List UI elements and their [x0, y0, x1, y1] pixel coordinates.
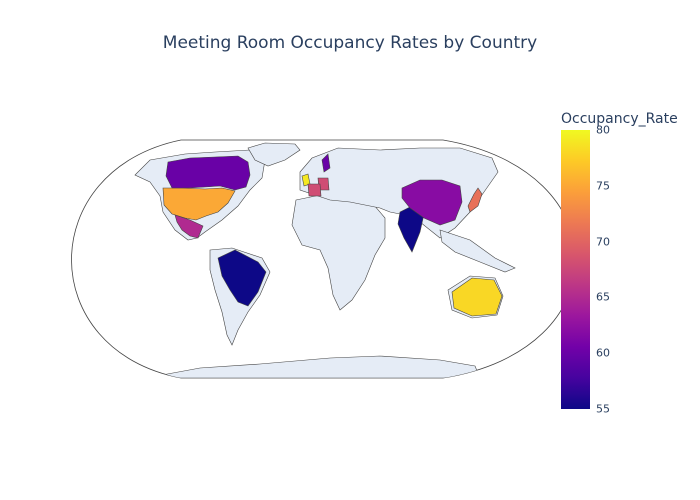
colorbar-tick: 80	[596, 123, 610, 137]
colorbar-title: Occupancy_Rate	[561, 111, 678, 127]
colorbar-tick: 75	[596, 179, 610, 193]
country-sweden[interactable]	[321, 153, 331, 173]
country-canada[interactable]	[165, 155, 251, 191]
colorbar-tick: 55	[596, 402, 610, 416]
country-china[interactable]	[401, 179, 463, 226]
colorbar-tick: 70	[596, 235, 610, 249]
land-antarctica	[161, 355, 481, 378]
land-southeast-asia	[439, 229, 516, 273]
colorbar	[561, 130, 590, 409]
country-mexico[interactable]	[174, 214, 204, 239]
land-greenland	[247, 142, 301, 167]
country-brazil[interactable]	[217, 249, 267, 307]
country-japan[interactable]	[467, 187, 483, 213]
colorbar-tick: 60	[596, 346, 610, 360]
colorbar-tick: 65	[596, 290, 610, 304]
country-australia[interactable]	[451, 277, 503, 317]
country-france[interactable]	[307, 183, 322, 197]
chart-title: Meeting Room Occupancy Rates by Country	[162, 33, 538, 53]
country-united-states[interactable]	[162, 187, 236, 221]
